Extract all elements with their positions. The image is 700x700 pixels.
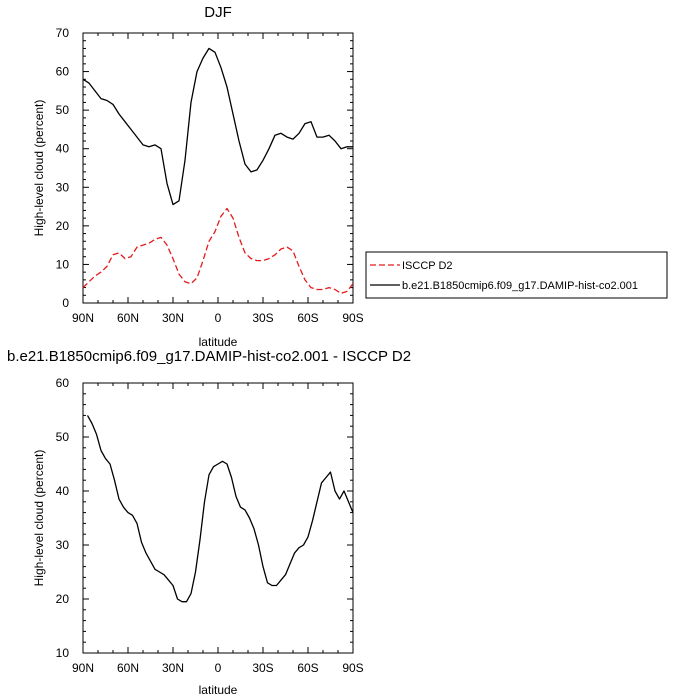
top-y-tick-label: 50 — [56, 103, 70, 117]
bottom-y-tick-label: 20 — [56, 592, 70, 606]
top-y-axis-label: High-level cloud (percent) — [32, 100, 46, 237]
bottom-x-axis-label: latitude — [199, 683, 238, 697]
top-x-tick-label: 30N — [162, 311, 184, 325]
top-y-tick-label: 10 — [56, 257, 70, 271]
top-x-tick-label: 90N — [72, 311, 94, 325]
bottom-y-tick-label: 10 — [56, 646, 70, 660]
top-series-line-0 — [82, 207, 354, 295]
top-y-tick-label: 20 — [56, 219, 70, 233]
bottom-x-tick-label: 90N — [72, 661, 94, 675]
top-x-tick-label: 60N — [117, 311, 139, 325]
bottom-y-tick-label: 30 — [56, 538, 70, 552]
top-chart-title: DJF — [204, 4, 232, 21]
top-y-tick-label: 40 — [56, 142, 70, 156]
bottom-y-axis-label: High-level cloud (percent) — [32, 450, 46, 587]
top-y-tick-label: 0 — [62, 296, 69, 310]
top-x-tick-label: 0 — [215, 311, 222, 325]
bottom-y-tick-label: 60 — [56, 376, 70, 390]
top-x-tick-label: 30S — [252, 311, 273, 325]
legend-box — [365, 251, 668, 299]
top-x-tick-label: 60S — [297, 311, 318, 325]
bottom-x-tick-label: 90S — [342, 661, 363, 675]
top-series-line-1 — [82, 47, 353, 206]
legend-entry-1: b.e21.B1850cmip6.f09_g17.DAMIP-hist-co2.… — [402, 280, 638, 292]
bottom-x-tick-label: 30N — [162, 661, 184, 675]
bottom-chart-title: b.e21.B1850cmip6.f09_g17.DAMIP-hist-co2.… — [7, 348, 411, 365]
legend-entry-0: ISCCP D2 — [402, 260, 453, 272]
top-x-tick-label: 90S — [342, 311, 363, 325]
bottom-x-tick-label: 0 — [215, 661, 222, 675]
bottom-x-tick-label: 60N — [117, 661, 139, 675]
top-plot-frame — [82, 32, 354, 304]
top-y-tick-label: 30 — [56, 180, 70, 194]
top-y-tick-label: 60 — [56, 65, 70, 79]
bottom-series-line-0 — [86, 415, 354, 603]
bottom-x-tick-label: 60S — [297, 661, 318, 675]
top-y-tick-label: 70 — [56, 26, 70, 40]
bottom-y-tick-label: 40 — [56, 484, 70, 498]
bottom-y-tick-label: 50 — [56, 430, 70, 444]
bottom-x-tick-label: 30S — [252, 661, 273, 675]
top-x-axis-label: latitude — [199, 335, 238, 349]
